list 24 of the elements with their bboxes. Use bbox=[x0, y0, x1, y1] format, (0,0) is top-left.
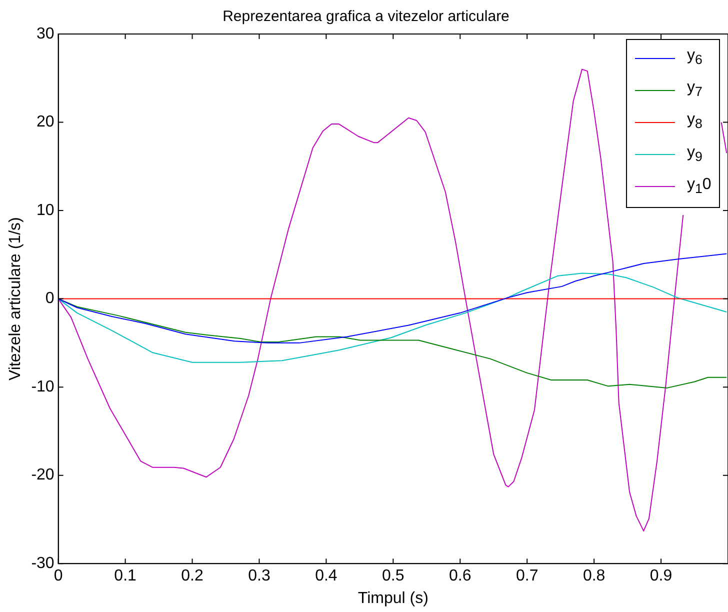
x-tick-label: 0.6 bbox=[449, 568, 472, 585]
x-tick-label: 0.4 bbox=[315, 568, 338, 585]
chart-title: Reprezentarea grafica a vitezelor articulare bbox=[222, 8, 510, 26]
legend-label: y$_{8}$ bbox=[687, 110, 702, 134]
x-tick-label: 0.2 bbox=[181, 568, 204, 585]
x-tick-label: 0.9 bbox=[650, 568, 672, 585]
x-tick-label: 0.8 bbox=[582, 568, 606, 585]
y-tick-label: -10 bbox=[31, 378, 54, 396]
legend-label: y$_{1}$0 bbox=[687, 174, 712, 198]
y-axis-title: Vitezele articulare (1/s) bbox=[7, 217, 24, 380]
legend-label: y$_{6}$ bbox=[687, 46, 702, 70]
x-axis-title: Timpul (s) bbox=[358, 590, 428, 607]
x-tick-label: 0.3 bbox=[248, 568, 270, 585]
x-tick-label: 0.5 bbox=[382, 568, 404, 585]
y-tick-label: 20 bbox=[36, 114, 54, 131]
x-tick-label: 0.7 bbox=[516, 568, 538, 585]
y-tick-label: -30 bbox=[31, 555, 54, 572]
x-tick-label: 0.1 bbox=[114, 568, 137, 585]
y-tick-label: -20 bbox=[31, 466, 54, 484]
legend-label: y$_{7}$ bbox=[687, 78, 702, 102]
y-tick-label: 10 bbox=[36, 202, 54, 219]
y-tick-label: 30 bbox=[36, 25, 54, 42]
y-tick-label: 0 bbox=[45, 290, 54, 308]
legend-label: y$_{9}$ bbox=[687, 142, 702, 166]
